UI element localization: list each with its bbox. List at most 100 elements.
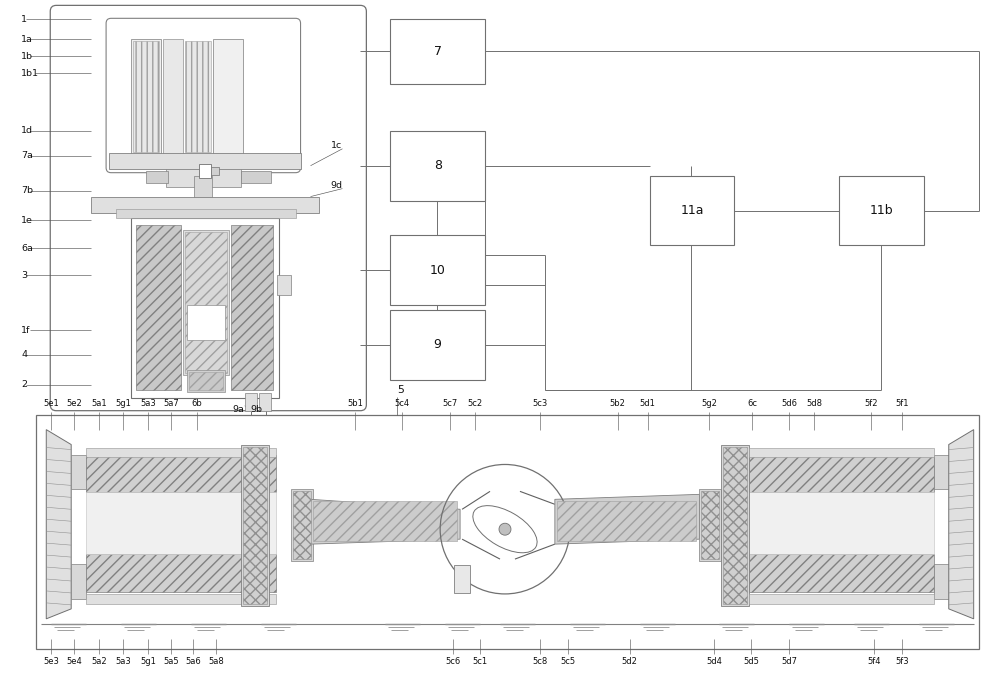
- Text: 5c1: 5c1: [472, 657, 488, 666]
- Text: 11b: 11b: [870, 204, 893, 217]
- Text: 5g1: 5g1: [140, 657, 156, 666]
- Bar: [650, 176, 734, 246]
- Bar: [189, 372, 223, 390]
- Text: 5c5: 5c5: [560, 657, 575, 666]
- Bar: [557, 501, 696, 541]
- Text: 7a: 7a: [21, 151, 33, 160]
- Bar: [721, 445, 749, 606]
- Bar: [109, 153, 301, 169]
- Text: 5f2: 5f2: [864, 398, 878, 408]
- Text: 8: 8: [434, 160, 442, 172]
- Text: 5a1: 5a1: [91, 398, 107, 408]
- Text: 5f3: 5f3: [895, 657, 909, 666]
- Text: 1b: 1b: [21, 52, 33, 61]
- Text: 5c3: 5c3: [532, 398, 548, 408]
- Bar: [454, 565, 470, 593]
- Bar: [166, 169, 241, 186]
- Text: 1b1: 1b1: [21, 69, 39, 77]
- Text: 5d7: 5d7: [781, 657, 797, 666]
- Text: 5g1: 5g1: [115, 398, 131, 408]
- Text: 5c6: 5c6: [446, 657, 461, 666]
- Bar: [133, 41, 159, 152]
- FancyBboxPatch shape: [50, 5, 366, 411]
- Bar: [699, 489, 721, 561]
- Polygon shape: [555, 495, 699, 544]
- Bar: [199, 164, 211, 178]
- Bar: [185, 41, 211, 152]
- Text: 5d8: 5d8: [806, 398, 822, 408]
- Bar: [259, 393, 271, 411]
- Bar: [934, 564, 949, 599]
- Bar: [86, 454, 276, 493]
- Text: 5e2: 5e2: [66, 398, 82, 408]
- Bar: [194, 176, 212, 205]
- Text: 1a: 1a: [21, 35, 33, 44]
- Text: 6c: 6c: [747, 398, 757, 408]
- Bar: [71, 564, 86, 599]
- Text: 5a6: 5a6: [185, 657, 201, 666]
- Bar: [293, 491, 311, 559]
- Bar: [243, 447, 267, 604]
- Polygon shape: [46, 429, 71, 619]
- Text: 9b: 9b: [251, 405, 263, 414]
- Bar: [749, 554, 934, 592]
- Bar: [116, 209, 296, 219]
- Bar: [131, 39, 161, 153]
- Text: 9a: 9a: [233, 405, 245, 414]
- Bar: [241, 445, 269, 606]
- Bar: [313, 501, 457, 541]
- Text: 5c8: 5c8: [532, 657, 548, 666]
- Text: 10: 10: [430, 264, 446, 277]
- Text: 5b1: 5b1: [347, 398, 363, 408]
- Text: 5a3: 5a3: [115, 657, 131, 666]
- Text: 3: 3: [21, 271, 27, 280]
- Bar: [91, 197, 319, 213]
- Bar: [245, 393, 257, 411]
- Text: 2: 2: [21, 380, 27, 389]
- Bar: [187, 305, 225, 340]
- Bar: [723, 447, 747, 604]
- Bar: [185, 232, 227, 373]
- Text: 7: 7: [434, 45, 442, 58]
- Text: 11a: 11a: [680, 204, 704, 217]
- Bar: [231, 225, 273, 390]
- Text: 5c2: 5c2: [468, 398, 483, 408]
- Bar: [211, 167, 219, 175]
- Text: 1d: 1d: [21, 127, 33, 135]
- Text: 6b: 6b: [191, 398, 202, 408]
- Bar: [839, 176, 924, 246]
- Bar: [213, 39, 243, 153]
- Bar: [146, 171, 168, 182]
- Bar: [390, 20, 485, 84]
- Bar: [86, 448, 276, 458]
- FancyBboxPatch shape: [106, 18, 301, 173]
- Circle shape: [499, 523, 511, 535]
- Bar: [241, 171, 271, 182]
- Text: 5e1: 5e1: [43, 398, 59, 408]
- Text: 6a: 6a: [21, 244, 33, 253]
- Text: 4: 4: [21, 351, 27, 359]
- Bar: [136, 225, 181, 390]
- Bar: [701, 491, 719, 559]
- Bar: [163, 39, 183, 153]
- Polygon shape: [311, 499, 460, 544]
- Text: 7b: 7b: [21, 186, 33, 195]
- Text: 9: 9: [434, 339, 442, 351]
- Text: 5f1: 5f1: [895, 398, 909, 408]
- Text: 5b2: 5b2: [610, 398, 626, 408]
- Text: 9d: 9d: [330, 181, 342, 190]
- Text: 5d6: 5d6: [781, 398, 797, 408]
- Bar: [934, 454, 949, 489]
- Bar: [187, 370, 225, 392]
- Bar: [277, 275, 291, 295]
- Bar: [749, 493, 934, 554]
- Text: 5a5: 5a5: [163, 657, 179, 666]
- Bar: [131, 219, 279, 398]
- Bar: [390, 310, 485, 380]
- Text: 5a8: 5a8: [208, 657, 224, 666]
- Bar: [749, 594, 934, 604]
- Text: 5e3: 5e3: [43, 657, 59, 666]
- Text: 5a2: 5a2: [91, 657, 107, 666]
- Bar: [749, 448, 934, 458]
- Text: 1f: 1f: [21, 326, 31, 334]
